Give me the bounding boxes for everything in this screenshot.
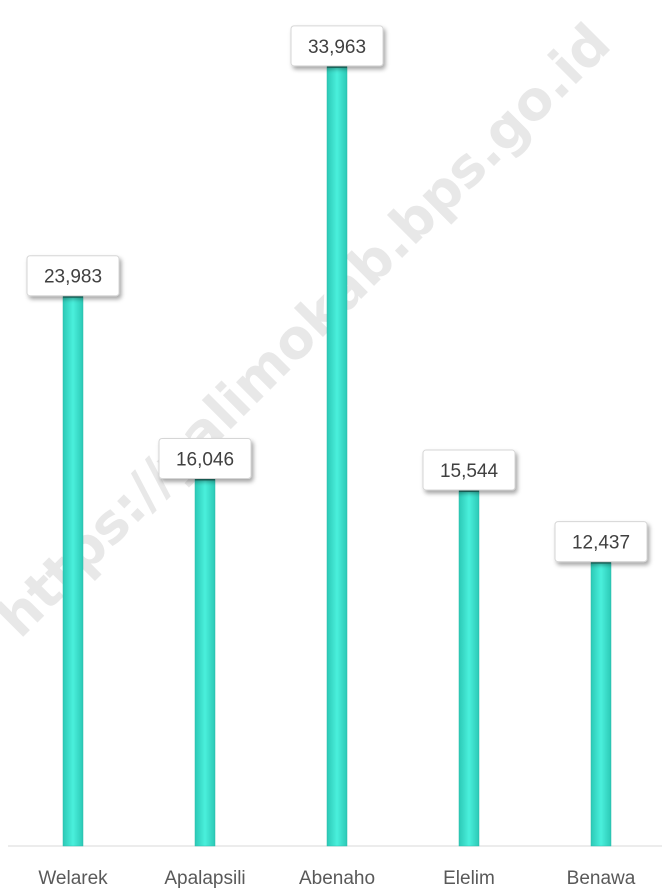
category-labels-group: Welarek Apalapsili Abenaho Elelim Benawa xyxy=(38,868,635,889)
bar-elelim xyxy=(458,487,480,847)
data-label-text: 33,963 xyxy=(308,37,366,58)
data-label-text: 12,437 xyxy=(572,533,630,554)
data-label-abenaho: 33,963 xyxy=(290,25,384,67)
data-label-box xyxy=(26,255,120,297)
data-label-welarek: 23,983 xyxy=(26,255,120,297)
category-label-welarek: Welarek xyxy=(38,868,108,889)
data-label-box xyxy=(290,25,384,67)
data-label-text: 23,983 xyxy=(44,267,102,288)
data-label-box xyxy=(422,449,516,491)
data-label-text: 15,544 xyxy=(440,461,499,482)
data-label-box xyxy=(158,437,252,479)
category-label-elelim: Elelim xyxy=(443,868,495,889)
data-label-benawa: 12,437 xyxy=(554,521,648,563)
category-label-apalapsili: Apalapsili xyxy=(164,868,245,889)
bars-group xyxy=(62,63,612,847)
bar-welarek xyxy=(62,293,84,847)
category-label-abenaho: Abenaho xyxy=(299,868,375,889)
watermark: https://yalimokab.bps.go.id xyxy=(0,11,622,649)
category-label-benawa: Benawa xyxy=(567,868,636,889)
bar-apalapsili xyxy=(194,476,216,847)
data-label-elelim: 15,544 xyxy=(422,449,516,491)
bar-benawa xyxy=(590,559,612,847)
data-label-box xyxy=(554,521,648,563)
bar-abenaho xyxy=(326,63,348,847)
data-label-text: 16,046 xyxy=(176,449,234,470)
data-label-apalapsili: 16,046 xyxy=(158,437,252,479)
value-labels-group: 23,983 16,046 33,963 15,544 12,437 xyxy=(26,25,648,563)
